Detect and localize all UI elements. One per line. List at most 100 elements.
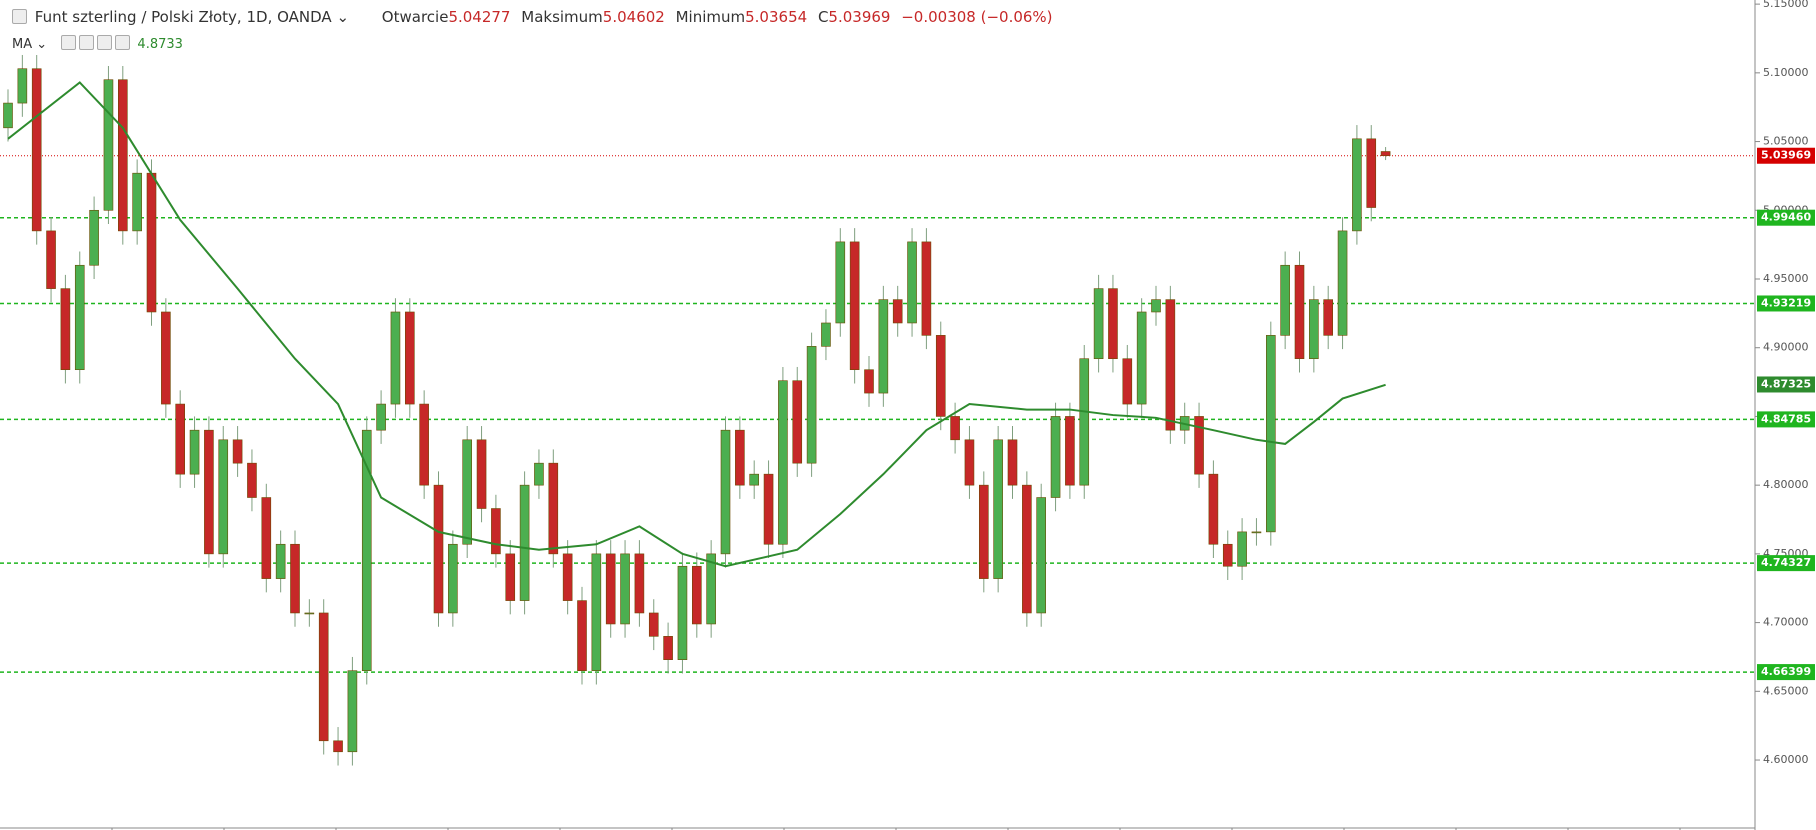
candle-body [792,380,803,464]
candle-body [505,553,516,601]
close-value: 5.03969 [828,8,891,26]
ma-last-label: 4.87325 [1761,377,1811,390]
candle-body [161,311,171,405]
level-label: 4.74327 [1761,556,1811,569]
y-tick-label: 5.05000 [1763,135,1809,148]
candle-body [1352,138,1362,232]
candle-body [778,380,788,545]
level-box [1757,664,1815,681]
candle-body [663,636,673,661]
candle-body [591,553,602,671]
candle-body [361,429,372,671]
candle-body [132,172,142,232]
candle-body [1337,230,1348,336]
collapse-icon[interactable] [12,9,27,24]
candle-body [749,473,760,486]
candle-body [175,403,185,475]
ma-last-box [1757,376,1815,393]
candle-body [31,68,42,232]
candle-body [419,403,429,486]
candle-body [907,241,917,324]
legend: Funt szterling / Polski Złoty, 1D, OANDA… [12,8,1053,26]
indicator-icons[interactable] [61,35,133,52]
indicator-name[interactable]: MA [12,37,33,52]
candle-body [720,429,731,555]
candle-body [1165,299,1176,431]
candle-body [1266,335,1276,533]
candle-body [347,670,358,753]
candle-body [605,553,616,625]
candle-body [1122,358,1133,405]
y-tick-label: 5.15000 [1763,0,1809,10]
symbol-title[interactable]: Funt szterling / Polski Złoty, 1D, OANDA [34,8,332,26]
candle-body [204,429,214,555]
y-tick-label: 4.70000 [1763,616,1809,629]
candle-body [634,553,645,614]
candle-body [376,403,386,431]
candle-body [806,346,817,464]
candle-body [318,612,329,742]
candle-body [60,288,71,371]
candle-body [462,439,473,545]
level-label: 4.66399 [1761,665,1811,678]
last-price-box [1757,147,1815,164]
candle-body [1079,358,1090,486]
candle-body [491,508,501,555]
level-box [1757,411,1815,428]
candle-body [620,553,630,625]
candle-body [835,241,846,324]
candle-body [275,543,286,579]
candle-body [46,230,56,289]
candle-body [935,335,946,417]
y-tick-label: 4.90000 [1763,341,1809,354]
candle-body [1136,311,1147,405]
candle-body [864,369,874,394]
y-tick-label: 4.80000 [1763,478,1809,491]
last-price-label: 5.03969 [1761,149,1811,162]
candle-body [1237,531,1247,567]
candle-body [562,553,573,601]
ma-line [7,81,1386,568]
open-value: 5.04277 [448,8,511,26]
candle-body [964,439,975,486]
candle-body [548,462,559,555]
candle-body [763,473,774,545]
close-label: C [817,8,829,26]
candle-body [448,543,458,614]
level-box [1757,209,1815,226]
candle-body [218,439,229,555]
open-label: Otwarcie [381,8,449,26]
candle-body [189,429,200,475]
candle-body [1108,288,1118,360]
candle-body [404,311,415,405]
candle-body [735,429,745,486]
candle-body [1208,473,1219,545]
candle-body [1151,299,1161,313]
candle-body [1366,138,1377,208]
level-label: 4.99460 [1761,211,1811,224]
level-box [1757,555,1815,572]
candle-body [89,209,99,266]
indicator-value: 4.8733 [137,37,183,52]
plot-area [0,0,1755,828]
candle-body [993,439,1003,579]
candle-body [3,102,13,129]
candle-body [1036,497,1046,614]
candle-body [978,484,989,579]
y-tick-label: 4.95000 [1763,272,1809,285]
high-label: Maksimum [521,8,603,26]
low-label: Minimum [675,8,746,26]
candle-body [146,172,157,313]
candle-body [1294,264,1305,360]
change-value: −0.00308 (−0.06%) [901,8,1053,26]
indicator-legend: MA ⌄ 4.8733 [12,35,183,52]
y-tick-label: 5.10000 [1763,66,1809,79]
level-box [1757,295,1815,312]
candle-body [1022,484,1032,614]
candle-body [1093,288,1104,360]
candle-body [1323,299,1333,336]
y-tick-label: 4.65000 [1763,684,1809,697]
candle-body [534,462,544,486]
